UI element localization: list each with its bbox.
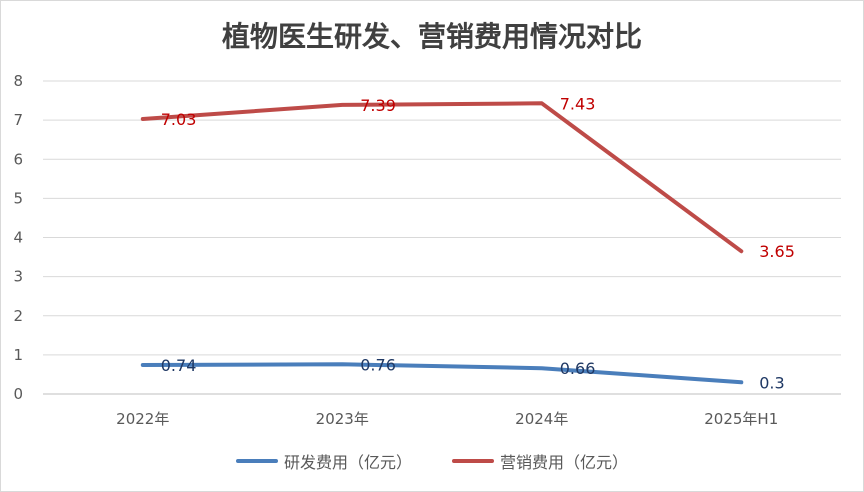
y-tick-label: 4 [13, 229, 23, 247]
data-label: 7.03 [161, 110, 197, 129]
series-lines [140, 101, 744, 385]
y-tick-label: 1 [13, 346, 23, 364]
y-tick-label: 2 [13, 307, 23, 325]
legend-label-rd: 研发费用（亿元） [283, 453, 412, 472]
x-tick-label: 2023年 [316, 410, 369, 428]
y-tick-label: 6 [13, 150, 23, 168]
y-tick-label: 3 [13, 268, 23, 286]
data-label: 7.43 [560, 94, 596, 113]
data-label: 0.74 [161, 356, 197, 375]
legend-swatch-marketing [452, 459, 494, 463]
y-tick-label: 8 [13, 72, 23, 90]
data-label: 0.76 [360, 355, 396, 374]
data-label: 0.66 [560, 359, 596, 378]
y-axis-ticks: 0 1 2 3 4 5 6 7 8 [13, 72, 23, 403]
series-line-1 [140, 101, 744, 254]
legend-swatch-rd [235, 459, 278, 463]
data-labels: 0.74 0.76 0.66 0.3 7.03 7.39 7.43 3.65 [161, 94, 795, 392]
series-line-0 [140, 362, 744, 385]
chart-title: 植物医生研发、营销费用情况对比 [221, 20, 642, 53]
y-tick-label: 5 [13, 189, 23, 207]
x-axis-ticks: 2022年 2023年 2024年 2025年H1 [116, 410, 778, 428]
gridlines [43, 80, 841, 395]
x-tick-label: 2025年H1 [704, 410, 778, 428]
legend-label-marketing: 营销费用（亿元） [500, 453, 629, 472]
data-label: 3.65 [759, 242, 795, 261]
legend: 研发费用（亿元） 营销费用（亿元） [1, 449, 863, 473]
y-tick-label: 0 [13, 385, 23, 403]
x-tick-label: 2022年 [116, 410, 169, 428]
y-tick-label: 7 [13, 111, 23, 129]
x-tick-label: 2024年 [515, 410, 568, 428]
legend-entry-rd: 研发费用（亿元） [235, 449, 412, 473]
data-label: 0.3 [759, 373, 784, 392]
legend-entry-marketing: 营销费用（亿元） [452, 449, 628, 473]
data-label: 7.39 [360, 96, 396, 115]
